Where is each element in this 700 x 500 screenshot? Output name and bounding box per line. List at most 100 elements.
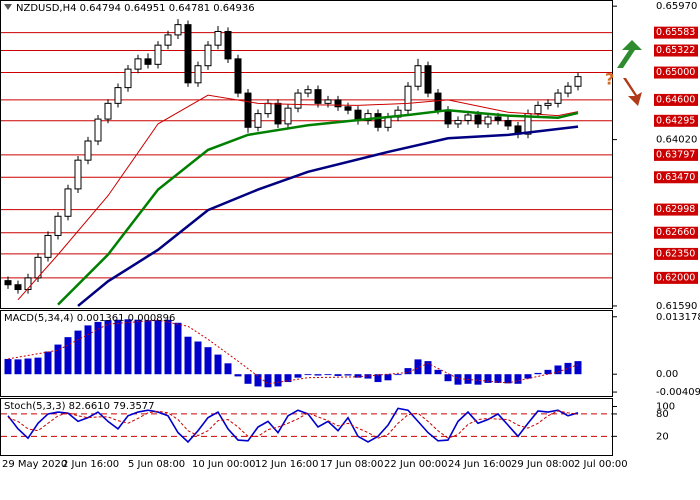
y-tick-label: 0.00 (656, 369, 678, 380)
level-label: 0.62998 (656, 204, 695, 215)
macd-bar (84, 325, 92, 375)
macd-bar (484, 374, 492, 383)
macd-bar (274, 374, 282, 387)
plot-layer: 0.65583 0.65322 0.65000 0.64600 0.64295 0.637… (1, 1, 700, 470)
candle-body (4, 280, 12, 286)
candle-body (274, 102, 282, 125)
macd-bar (554, 365, 562, 375)
x-tick-label: 29 Jun 08:00 (511, 459, 575, 470)
level-label: 0.62000 (656, 272, 695, 283)
macd-bar (304, 374, 312, 376)
macd-bar (434, 369, 442, 375)
macd-bar (294, 374, 302, 378)
candle-body (384, 116, 392, 128)
macd-bar (454, 374, 462, 385)
x-tick-label: 12 Jun 16:00 (255, 459, 319, 470)
macd-bar (544, 369, 552, 375)
level-label-box (654, 171, 698, 184)
macd-bar (224, 363, 232, 375)
y-tick-label: 0.013178 (656, 312, 700, 323)
macd-bar (204, 347, 212, 375)
up-arrow (617, 40, 642, 68)
candle-body (444, 109, 452, 125)
level-label: 0.64600 (656, 94, 695, 105)
candle-body (254, 113, 262, 128)
x-tick-label: 24 Jun 16:00 (448, 459, 512, 470)
stoch-title: Stoch(5,3,3) 82.6610 79.3577 (4, 401, 155, 412)
macd-bar (184, 336, 192, 375)
candle-body (334, 99, 342, 108)
candle-body (434, 92, 442, 111)
candle-body (484, 116, 492, 125)
macd-bar (34, 357, 42, 375)
macd-bar (334, 374, 342, 376)
x-tick-label: 5 Jun 08:00 (128, 459, 185, 470)
macd-bar (414, 359, 422, 375)
main-title: NZDUSD,H4 0.64794 0.64951 0.64781 0.6493… (16, 3, 255, 14)
macd-bar (24, 358, 32, 375)
macd-bar (44, 351, 52, 375)
macd-bar (4, 358, 12, 375)
candle-body (314, 89, 322, 104)
macd-bar (354, 374, 362, 378)
level-label-box (654, 203, 698, 216)
y-tick-label: 20 (656, 431, 669, 442)
level-label-box (654, 26, 698, 39)
macd-bar (494, 374, 502, 383)
macd-bar (314, 374, 322, 376)
level-label-box (654, 93, 698, 106)
macd-bar (244, 374, 252, 384)
candle-body (264, 102, 272, 115)
macd-bar (164, 319, 172, 375)
candle-body (414, 65, 422, 87)
candle-body (304, 89, 312, 94)
candle-body (474, 114, 482, 125)
macd-bar (564, 362, 572, 375)
macd-bar (504, 374, 512, 384)
candle-body (174, 24, 182, 36)
candle-body (464, 114, 472, 121)
candle-body (214, 30, 222, 46)
macd-bar (144, 320, 152, 375)
candle-body (124, 68, 132, 89)
macd-bar (574, 361, 582, 375)
macd-bar (264, 374, 272, 388)
macd-title: MACD(5,34,4) 0.001361 0.000896 (4, 313, 175, 324)
level-label: 0.62660 (656, 227, 695, 238)
candle-body (144, 58, 152, 65)
candle-body (324, 99, 332, 104)
moving-average (17, 94, 579, 301)
level-label-box (654, 66, 698, 79)
level-label: 0.63797 (656, 149, 695, 160)
candle-body (494, 116, 502, 121)
candle-body (24, 277, 32, 291)
candle-body (424, 65, 432, 94)
candle-body (504, 119, 512, 127)
macd-bar (534, 372, 542, 375)
level-label-box (654, 148, 698, 161)
candle-body (224, 30, 232, 60)
title-icon (4, 4, 12, 10)
candle-body (544, 102, 552, 106)
macd-bar (404, 368, 412, 375)
stoch-line (7, 410, 579, 439)
moving-average (77, 125, 579, 307)
candle-body (164, 34, 172, 46)
candle-body (54, 215, 62, 236)
candle-body (184, 24, 192, 84)
x-tick-label: 2 Jul 00:00 (574, 459, 628, 470)
level-label: 0.64295 (656, 115, 695, 126)
level-label: 0.62350 (656, 248, 695, 259)
candle-body (574, 76, 582, 87)
y-tick-label: 0.61590 (656, 301, 697, 312)
macd-bar (384, 374, 392, 381)
stoch-panel-frame (0, 398, 613, 456)
macd-bar (174, 322, 182, 375)
level-label-box (654, 114, 698, 127)
candle-body (284, 107, 292, 125)
candle-body (44, 234, 52, 258)
macd-bar (374, 374, 382, 383)
x-tick-label: 29 May 2020 (2, 459, 67, 470)
